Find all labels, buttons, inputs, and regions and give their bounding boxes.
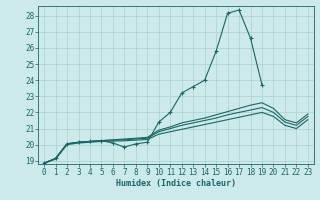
X-axis label: Humidex (Indice chaleur): Humidex (Indice chaleur)	[116, 179, 236, 188]
